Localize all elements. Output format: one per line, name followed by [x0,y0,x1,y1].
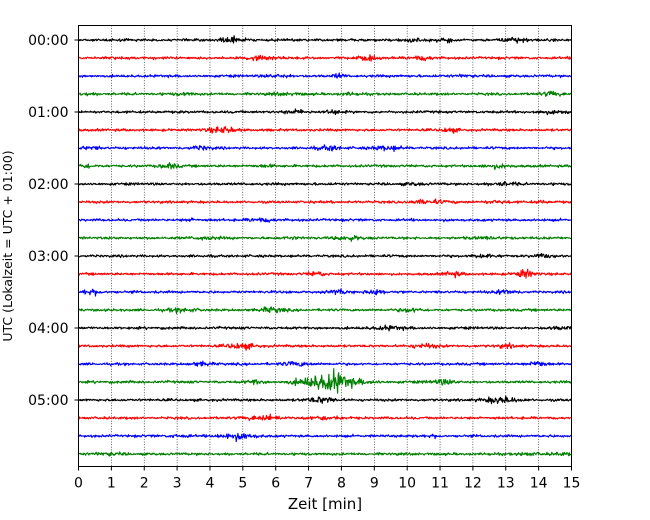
seismic-trace-0215 [78,198,572,205]
y-tick-label: 05:00 [28,393,68,409]
seismic-trace-0530 [77,432,572,443]
x-tick-label: 13 [497,476,515,492]
seismic-trace-0145 [78,162,572,171]
seismic-trace-0430 [77,360,572,367]
x-tick-label: 5 [238,476,247,492]
x-tick-label: 14 [530,476,548,492]
seismic-trace-0330 [78,288,572,297]
x-tick-label: 3 [173,476,182,492]
x-tick-label: 6 [271,476,280,492]
x-tick-label: 10 [398,476,416,492]
y-tick-label: 01:00 [28,105,68,121]
seismic-trace-0030 [78,72,572,79]
seismic-trace-0515 [78,413,572,422]
x-tick-label: 1 [107,476,116,492]
x-tick-label: 9 [370,476,379,492]
seismic-trace-0100 [78,108,572,116]
x-axis-label: Zeit [min] [288,495,362,513]
seismic-trace-0300 [78,252,572,259]
y-tick-label: 00:00 [28,33,68,49]
grid-lines [111,25,539,467]
plot-frame [78,25,572,467]
seismic-trace-0000 [77,35,572,44]
x-tick-label: 4 [206,476,215,492]
seismic-trace-0415 [78,342,572,351]
seismic-trace-0015 [77,54,572,62]
x-tick-label: 12 [464,476,482,492]
x-tick-label: 11 [431,476,449,492]
seismic-trace-0245 [77,235,572,242]
seismic-traces [77,35,573,457]
seismic-trace-0315 [77,268,572,279]
y-tick-label: 03:00 [28,249,68,265]
seismic-trace-0130 [78,144,572,152]
seismic-trace-0230 [78,217,572,223]
seismic-trace-0500 [78,395,572,405]
plot-background [78,25,572,467]
y-axis-ticks: 00:00 01:00 02:00 03:00 04:00 05:00 [28,33,79,409]
seismic-trace-0345 [77,306,572,315]
seismic-trace-0545 [78,451,572,457]
seismic-trace-0400 [78,324,573,332]
x-tick-label: 8 [337,476,346,492]
x-tick-label: 7 [304,476,313,492]
x-tick-label: 2 [140,476,149,492]
seismic-trace-0200 [78,180,572,187]
seismic-trace-0045 [78,90,572,97]
seismic-trace-0115 [77,125,572,134]
y-tick-label: 02:00 [28,177,68,193]
y-axis-label: UTC (Lokalzeit = UTC + 01:00) [0,150,15,341]
x-axis-ticks: 0 1 2 3 4 5 6 7 8 9 10 11 12 13 14 15 [74,466,581,492]
y-tick-label: 04:00 [28,321,68,337]
x-tick-label: 0 [74,476,83,492]
seismic-trace-0445 [78,368,572,394]
x-tick-label: 15 [563,476,581,492]
